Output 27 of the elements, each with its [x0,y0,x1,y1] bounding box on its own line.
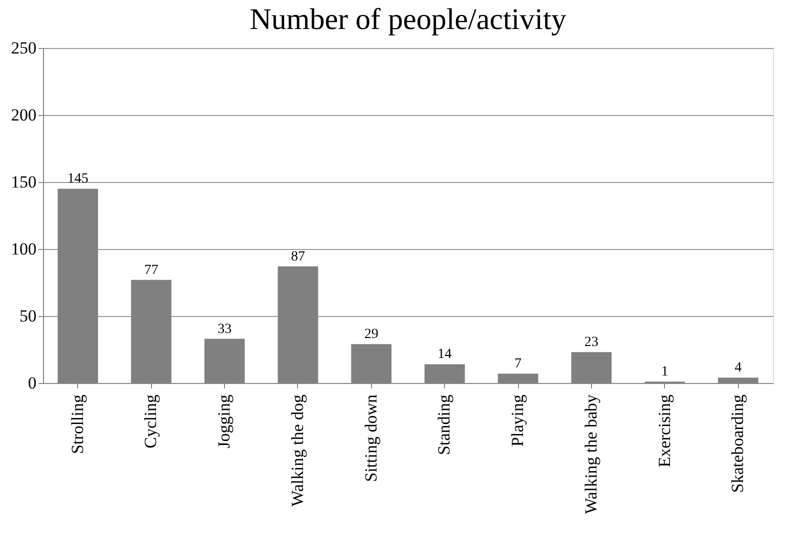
x-tick-label: Exercising [654,394,674,468]
y-tick-label: 0 [28,374,36,392]
data-label: 7 [514,356,522,372]
y-tick-label: 100 [11,240,36,258]
data-label: 23 [584,335,598,350]
x-tick-label: Cycling [141,394,160,448]
y-tick-label: 150 [11,172,36,192]
data-label: 29 [364,327,378,342]
y-tick-label: 50 [20,306,36,326]
x-tick-label: Walking the baby [581,394,600,514]
data-label: 77 [144,262,158,278]
y-tick-label: 200 [11,106,36,124]
x-tick-label: Strolling [68,394,87,454]
x-tick-label: Walking the dog [288,394,307,506]
data-label: 14 [438,347,452,362]
data-label: 145 [67,172,88,187]
x-tick-label: Skateboarding [728,394,748,493]
x-tick-label: Playing [508,394,528,446]
y-tick-label: 250 [11,38,36,58]
x-tick-label: Sitting down [361,394,380,482]
x-tick-label: Jogging [214,394,234,448]
data-label: 4 [734,360,742,376]
x-tick-label: Standing [434,394,454,455]
data-label: 1 [661,364,668,380]
data-label: 33 [218,322,232,337]
data-label: 87 [290,249,305,264]
chart-title: Number of people/activity [250,3,566,36]
